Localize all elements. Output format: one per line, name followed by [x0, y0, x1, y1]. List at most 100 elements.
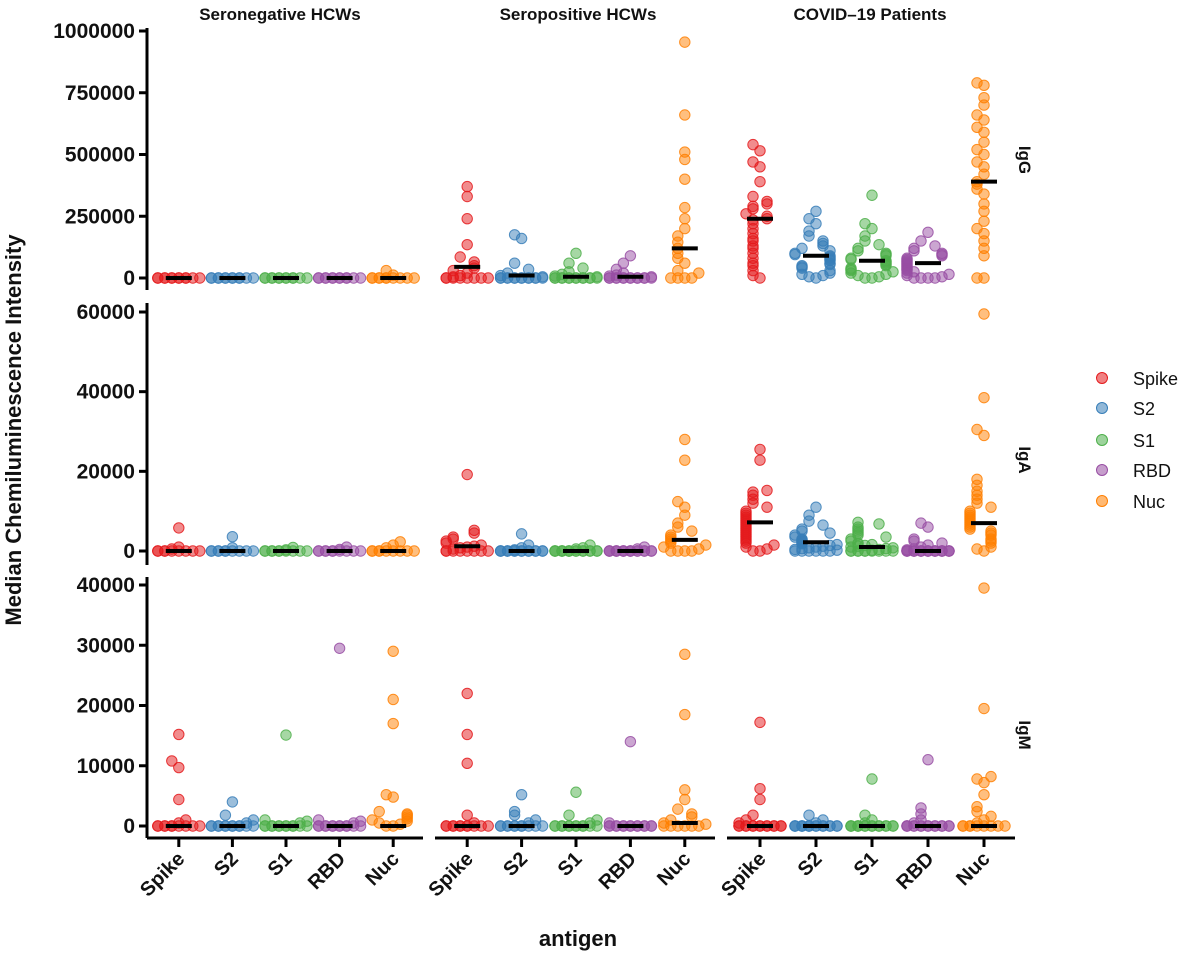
- y-tick-label-iga-3: 60000: [77, 301, 135, 324]
- data-point-igg-1-s1-13: [591, 271, 603, 283]
- data-point-igm-2-spike-16: [747, 809, 759, 821]
- data-point-igg-1-nuc-13: [679, 213, 691, 225]
- data-point-iga-2-s2-26: [817, 519, 829, 531]
- data-point-igg-0-spike-6: [194, 272, 206, 284]
- data-point-igm-2-spike-13: [775, 820, 787, 832]
- data-point-igm-2-spike-19: [754, 716, 766, 729]
- data-point-igm-1-nuc-14: [679, 708, 691, 721]
- data-point-igm-0-nuc-13: [387, 717, 399, 730]
- column-title-seropositive: Seropositive HCWs: [500, 5, 657, 24]
- y-tick-label-igg-3: 750000: [65, 82, 135, 105]
- data-point-iga-2-nuc-19: [985, 501, 997, 513]
- data-point-igg-2-spike-25: [747, 156, 759, 168]
- x-tick-label-1-s2: S2: [499, 848, 532, 881]
- data-point-igg-2-s1-21: [852, 242, 864, 255]
- legend-label-rbd: RBD: [1133, 461, 1171, 481]
- data-point-igm-1-spike-6: [482, 820, 494, 832]
- legend-label-s2: S2: [1133, 399, 1155, 419]
- y-tick-label-igg-0: 0: [123, 267, 135, 290]
- data-point-igm-0-s1-13: [301, 815, 313, 827]
- y-tick-label-iga-2: 40000: [77, 381, 135, 404]
- y-tick-label-igm-4: 40000: [77, 574, 135, 597]
- data-point-iga-0-s1-6: [301, 545, 313, 557]
- data-point-igg-2-nuc-16: [971, 156, 983, 168]
- points-layer: [152, 36, 1011, 832]
- data-point-igg-1-nuc-3: [665, 272, 677, 284]
- data-point-igm-2-nuc-13: [971, 801, 983, 813]
- data-point-igm-1-spike-13: [461, 757, 473, 770]
- data-point-iga-0-nuc-11: [394, 536, 406, 548]
- data-point-igm-1-s1-13: [591, 814, 603, 826]
- data-point-igg-1-s2-16: [522, 263, 535, 276]
- data-point-igm-0-nuc-12: [380, 788, 392, 801]
- data-point-igg-1-spike-6: [482, 272, 494, 284]
- row-label-igm: IgM: [1015, 720, 1034, 749]
- data-point-igm-1-nuc-11: [672, 803, 684, 815]
- data-point-igg-1-spike-17: [461, 213, 473, 225]
- x-axis-title: antigen: [539, 926, 617, 951]
- data-point-igg-2-s2-24: [803, 225, 815, 237]
- data-point-igm-0-nuc-10: [373, 805, 385, 818]
- data-point-igm-1-nuc-15: [679, 648, 691, 660]
- data-point-igm-2-s1-18: [859, 809, 871, 821]
- legend-swatch-spike: [1096, 372, 1108, 384]
- data-point-iga-1-spike-19: [461, 468, 473, 481]
- data-point-iga-1-s2-18: [522, 539, 535, 551]
- x-tick-label-1-spike: Spike: [424, 848, 477, 901]
- data-point-igg-2-s2-19: [796, 242, 808, 255]
- x-tick-label-2-nuc: Nuc: [952, 848, 994, 890]
- row-label-iga: IgA: [1015, 446, 1034, 473]
- data-point-iga-1-nuc-12: [686, 525, 698, 537]
- data-point-iga-1-nuc-17: [672, 495, 684, 508]
- data-point-igm-1-nuc-12: [679, 793, 691, 806]
- data-point-igm-0-spike-13: [173, 761, 185, 774]
- data-point-igm-2-nuc-18: [978, 702, 990, 715]
- data-point-igg-1-nuc-17: [679, 146, 691, 158]
- data-point-igm-2-spike-17: [754, 793, 766, 806]
- data-point-igm-2-s1-13: [887, 820, 899, 832]
- data-point-igm-0-spike-12: [173, 793, 185, 806]
- data-point-igg-1-spike-16: [461, 238, 473, 251]
- data-point-iga-2-s2-28: [803, 509, 815, 521]
- data-point-igm-1-s2-14: [508, 805, 521, 818]
- y-tick-label-igg-4: 1000000: [53, 20, 135, 43]
- x-tick-label-0-s2: S2: [210, 848, 243, 881]
- data-point-igg-1-nuc-15: [679, 173, 691, 185]
- data-point-igg-2-rbd-25: [929, 240, 941, 252]
- data-point-igg-2-s2-26: [803, 213, 815, 225]
- data-point-igm-0-rbd-15: [333, 642, 346, 654]
- data-point-igm-2-nuc-16: [971, 773, 983, 785]
- data-point-iga-2-nuc-1: [971, 543, 983, 555]
- labels-layer: Seronegative HCWs Seropositive HCWs COVI…: [1, 5, 1034, 951]
- data-point-igm-2-nuc-6: [999, 820, 1011, 832]
- data-point-igg-2-spike-21: [761, 195, 773, 208]
- y-tick-label-igm-3: 30000: [77, 634, 135, 657]
- data-point-igm-1-s1-15: [570, 786, 582, 798]
- data-point-igm-0-s2-15: [226, 796, 239, 808]
- data-point-iga-1-s2-13: [536, 545, 549, 557]
- data-point-igm-0-spike-6: [194, 820, 206, 832]
- data-point-igg-0-nuc-6: [408, 272, 420, 284]
- data-point-igm-2-s2-19: [803, 809, 815, 821]
- data-point-igg-2-s2-8: [796, 259, 808, 272]
- data-point-iga-0-nuc-6: [408, 545, 420, 557]
- x-tick-label-1-rbd: RBD: [595, 848, 641, 894]
- legend-swatch-s2: [1096, 402, 1108, 414]
- data-point-igm-0-nuc-9: [401, 808, 413, 820]
- data-point-igg-2-rbd-27: [922, 226, 934, 239]
- data-point-igm-2-s2-18: [817, 814, 829, 826]
- data-point-igm-2-s1-19: [866, 773, 878, 785]
- x-tick-label-2-spike: Spike: [717, 848, 770, 901]
- data-point-iga-1-nuc-11: [665, 529, 677, 541]
- data-point-igg-1-spike-18: [461, 190, 473, 203]
- data-point-iga-2-s2-23: [824, 527, 836, 539]
- data-point-iga-0-rbd-6: [354, 545, 367, 557]
- data-point-iga-2-s2-29: [810, 501, 822, 513]
- x-tick-label-2-rbd: RBD: [892, 848, 938, 894]
- data-point-igm-2-rbd-19: [922, 754, 934, 766]
- legend-swatch-s1: [1096, 434, 1108, 446]
- data-point-igg-2-rbd-6: [943, 268, 955, 280]
- data-point-iga-2-nuc-27: [971, 423, 983, 436]
- data-point-igg-2-spike-22: [747, 190, 759, 203]
- data-point-iga-1-spike-18: [468, 524, 480, 536]
